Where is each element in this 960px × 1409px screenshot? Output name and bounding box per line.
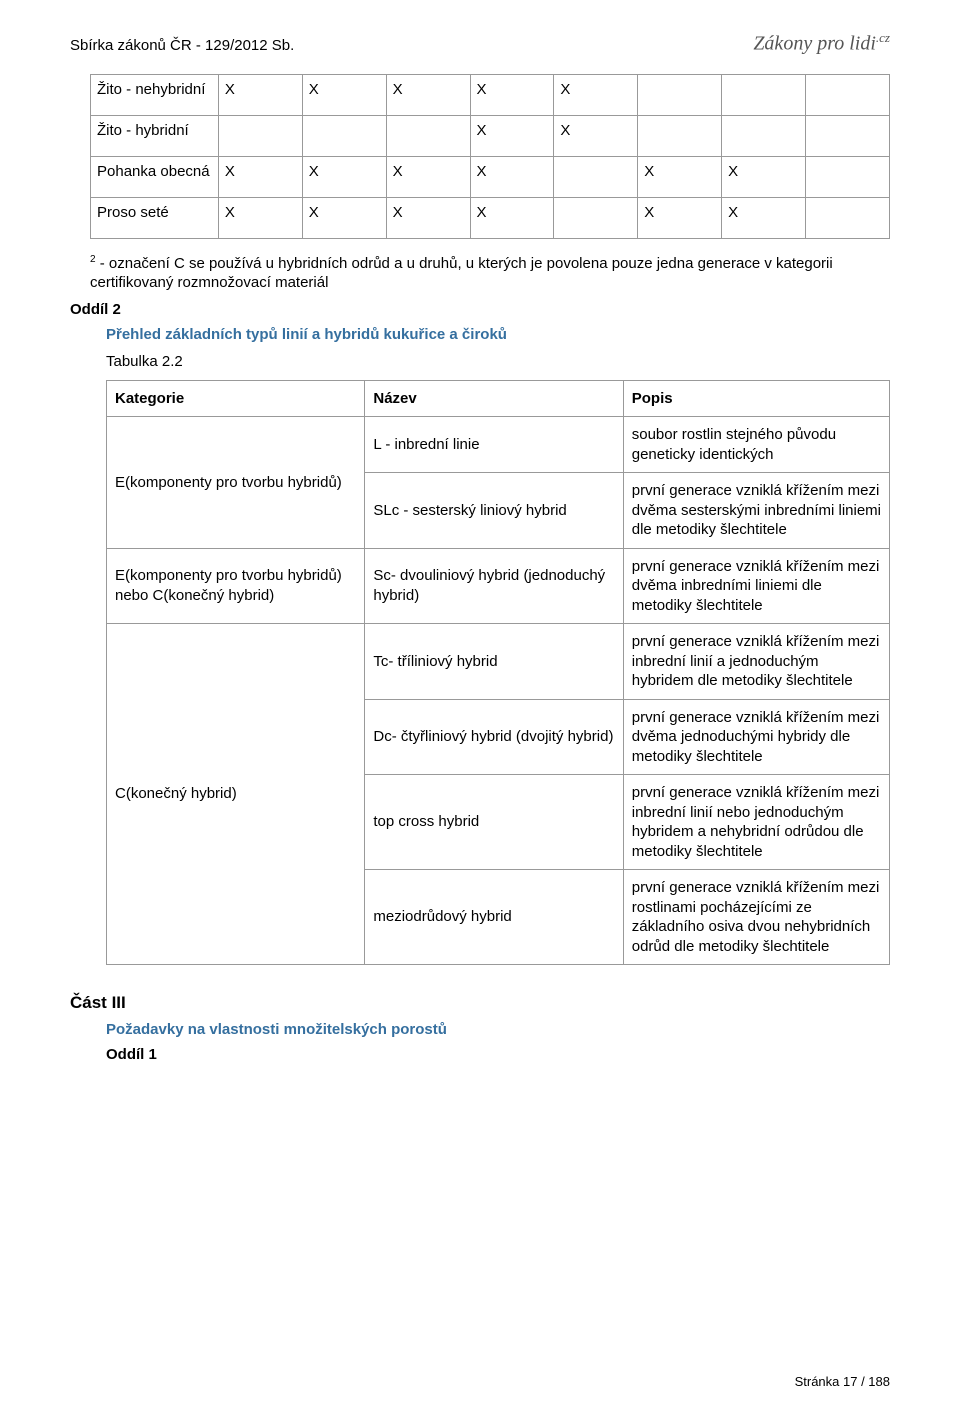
heading-blue-2: Požadavky na vlastnosti množitelských po… — [106, 1021, 890, 1038]
table-2-h0: Kategorie — [107, 380, 365, 417]
table-2-desc-cell: první generace vzniklá křížením mezi dvě… — [623, 473, 889, 549]
brand-main: Zákony pro lidi — [753, 33, 876, 55]
heading-blue-1: Přehled základních typů linií a hybridů … — [106, 326, 890, 343]
table-2-name-cell: L - inbrední linie — [365, 417, 623, 473]
table-1-row-label: Žito - nehybridní — [91, 74, 219, 115]
table-2-name-cell: Sc- dvouliniový hybrid (jednoduchý hybri… — [365, 548, 623, 624]
table-2-desc-cell: první generace vzniklá křížením mezi dvě… — [623, 699, 889, 775]
table-1-row: Pohanka obecnáXXXXXX — [91, 156, 890, 197]
table-1-cell: X — [638, 156, 722, 197]
table-2-row: E(komponenty pro tvorbu hybridů) nebo C(… — [107, 548, 890, 624]
table-2-name-cell: meziodrůdový hybrid — [365, 870, 623, 965]
table-1-cell: X — [554, 115, 638, 156]
table-2-name-cell: Dc- čtyřliniový hybrid (dvojitý hybrid) — [365, 699, 623, 775]
table-1-cell: X — [218, 156, 302, 197]
table-2-category-cell: E(komponenty pro tvorbu hybridů) — [107, 417, 365, 549]
heading-part-3: Část III — [70, 993, 890, 1013]
table-1-cell: X — [218, 197, 302, 238]
table-2-name-cell: top cross hybrid — [365, 775, 623, 870]
table-2-h2: Popis — [623, 380, 889, 417]
table-1-cell: X — [554, 74, 638, 115]
table-1-cell — [806, 115, 890, 156]
table-1-cell: X — [218, 74, 302, 115]
table-2: Kategorie Název Popis E(komponenty pro t… — [106, 380, 890, 966]
table-1-cell: X — [470, 156, 554, 197]
table-1: Žito - nehybridníXXXXXŽito - hybridníXXP… — [90, 74, 890, 239]
footnote: 2 - označení C se používá u hybridních o… — [90, 253, 890, 293]
table-1-cell — [722, 115, 806, 156]
table-1-cell — [638, 115, 722, 156]
table-2-desc-cell: soubor rostlin stejného původu geneticky… — [623, 417, 889, 473]
table-1-body: Žito - nehybridníXXXXXŽito - hybridníXXP… — [91, 74, 890, 238]
table-2-category-cell: E(komponenty pro tvorbu hybridů) nebo C(… — [107, 548, 365, 624]
table-2-category-cell: C(konečný hybrid) — [107, 624, 365, 965]
table-1-cell — [722, 74, 806, 115]
table-2-desc-cell: první generace vzniklá křížením mezi ros… — [623, 870, 889, 965]
table-2-row: C(konečný hybrid)Tc- tříliniový hybridpr… — [107, 624, 890, 700]
table-1-row-label: Pohanka obecná — [91, 156, 219, 197]
table-1-cell: X — [722, 156, 806, 197]
table-1-cell: X — [386, 197, 470, 238]
page-header: Sbírka zákonů ČR - 129/2012 Sb. Zákony p… — [70, 30, 890, 56]
table-1-row-label: Žito - hybridní — [91, 115, 219, 156]
table-1-row: Proso setéXXXXXX — [91, 197, 890, 238]
table-1-cell: X — [470, 115, 554, 156]
table-2-row: E(komponenty pro tvorbu hybridů)L - inbr… — [107, 417, 890, 473]
heading-oddil-2: Oddíl 2 — [70, 301, 890, 318]
table-1-cell: X — [470, 74, 554, 115]
page-footer: Stránka 17 / 188 — [795, 1374, 890, 1389]
table-1-cell: X — [386, 74, 470, 115]
table-1-cell — [554, 197, 638, 238]
table-2-name-cell: SLc - sesterský liniový hybrid — [365, 473, 623, 549]
table-1-row-label: Proso seté — [91, 197, 219, 238]
table-2-desc-cell: první generace vzniklá křížením mezi inb… — [623, 775, 889, 870]
table-2-body: E(komponenty pro tvorbu hybridů)L - inbr… — [107, 417, 890, 965]
table-1-cell: X — [386, 156, 470, 197]
table-1-cell — [806, 74, 890, 115]
table-2-label: Tabulka 2.2 — [106, 353, 890, 370]
table-2-h1: Název — [365, 380, 623, 417]
table-1-cell — [806, 156, 890, 197]
table-1-cell: X — [470, 197, 554, 238]
table-1-cell — [806, 197, 890, 238]
table-1-cell: X — [302, 197, 386, 238]
table-1-row: Žito - nehybridníXXXXX — [91, 74, 890, 115]
table-2-desc-cell: první generace vzniklá křížením mezi dvě… — [623, 548, 889, 624]
table-1-cell: X — [638, 197, 722, 238]
brand-suffix: .cz — [876, 30, 890, 45]
table-1-cell: X — [302, 74, 386, 115]
heading-oddil-1: Oddíl 1 — [106, 1046, 890, 1063]
table-1-cell: X — [302, 156, 386, 197]
table-1-cell — [386, 115, 470, 156]
table-1-cell — [638, 74, 722, 115]
table-1-cell — [554, 156, 638, 197]
table-2-name-cell: Tc- tříliniový hybrid — [365, 624, 623, 700]
footnote-text: - označení C se používá u hybridních odr… — [90, 255, 833, 292]
doc-title: Sbírka zákonů ČR - 129/2012 Sb. — [70, 37, 294, 54]
table-1-row: Žito - hybridní XX — [91, 115, 890, 156]
table-1-cell — [302, 115, 386, 156]
brand-logo: Zákony pro lidi.cz — [753, 30, 890, 56]
table-2-header-row: Kategorie Název Popis — [107, 380, 890, 417]
table-1-cell — [218, 115, 302, 156]
page: Sbírka zákonů ČR - 129/2012 Sb. Zákony p… — [0, 0, 960, 1409]
table-1-cell: X — [722, 197, 806, 238]
table-2-desc-cell: první generace vzniklá křížením mezi inb… — [623, 624, 889, 700]
